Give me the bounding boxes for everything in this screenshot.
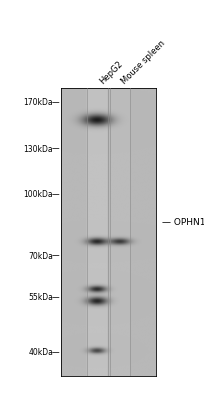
- Text: — OPHN1: — OPHN1: [161, 218, 204, 227]
- Text: 70kDa: 70kDa: [28, 252, 53, 261]
- Text: 55kDa: 55kDa: [28, 293, 53, 302]
- Text: 100kDa: 100kDa: [23, 190, 53, 199]
- Text: HepG2: HepG2: [97, 59, 123, 86]
- Text: 40kDa: 40kDa: [28, 348, 53, 358]
- Text: —: —: [52, 190, 59, 199]
- Text: —: —: [52, 252, 59, 261]
- Text: —: —: [52, 98, 59, 107]
- Text: —: —: [52, 144, 59, 154]
- Text: —: —: [52, 348, 59, 358]
- Text: —: —: [52, 293, 59, 302]
- Text: 170kDa: 170kDa: [23, 98, 53, 107]
- Text: 130kDa: 130kDa: [23, 144, 53, 154]
- Text: Mouse spleen: Mouse spleen: [119, 39, 166, 86]
